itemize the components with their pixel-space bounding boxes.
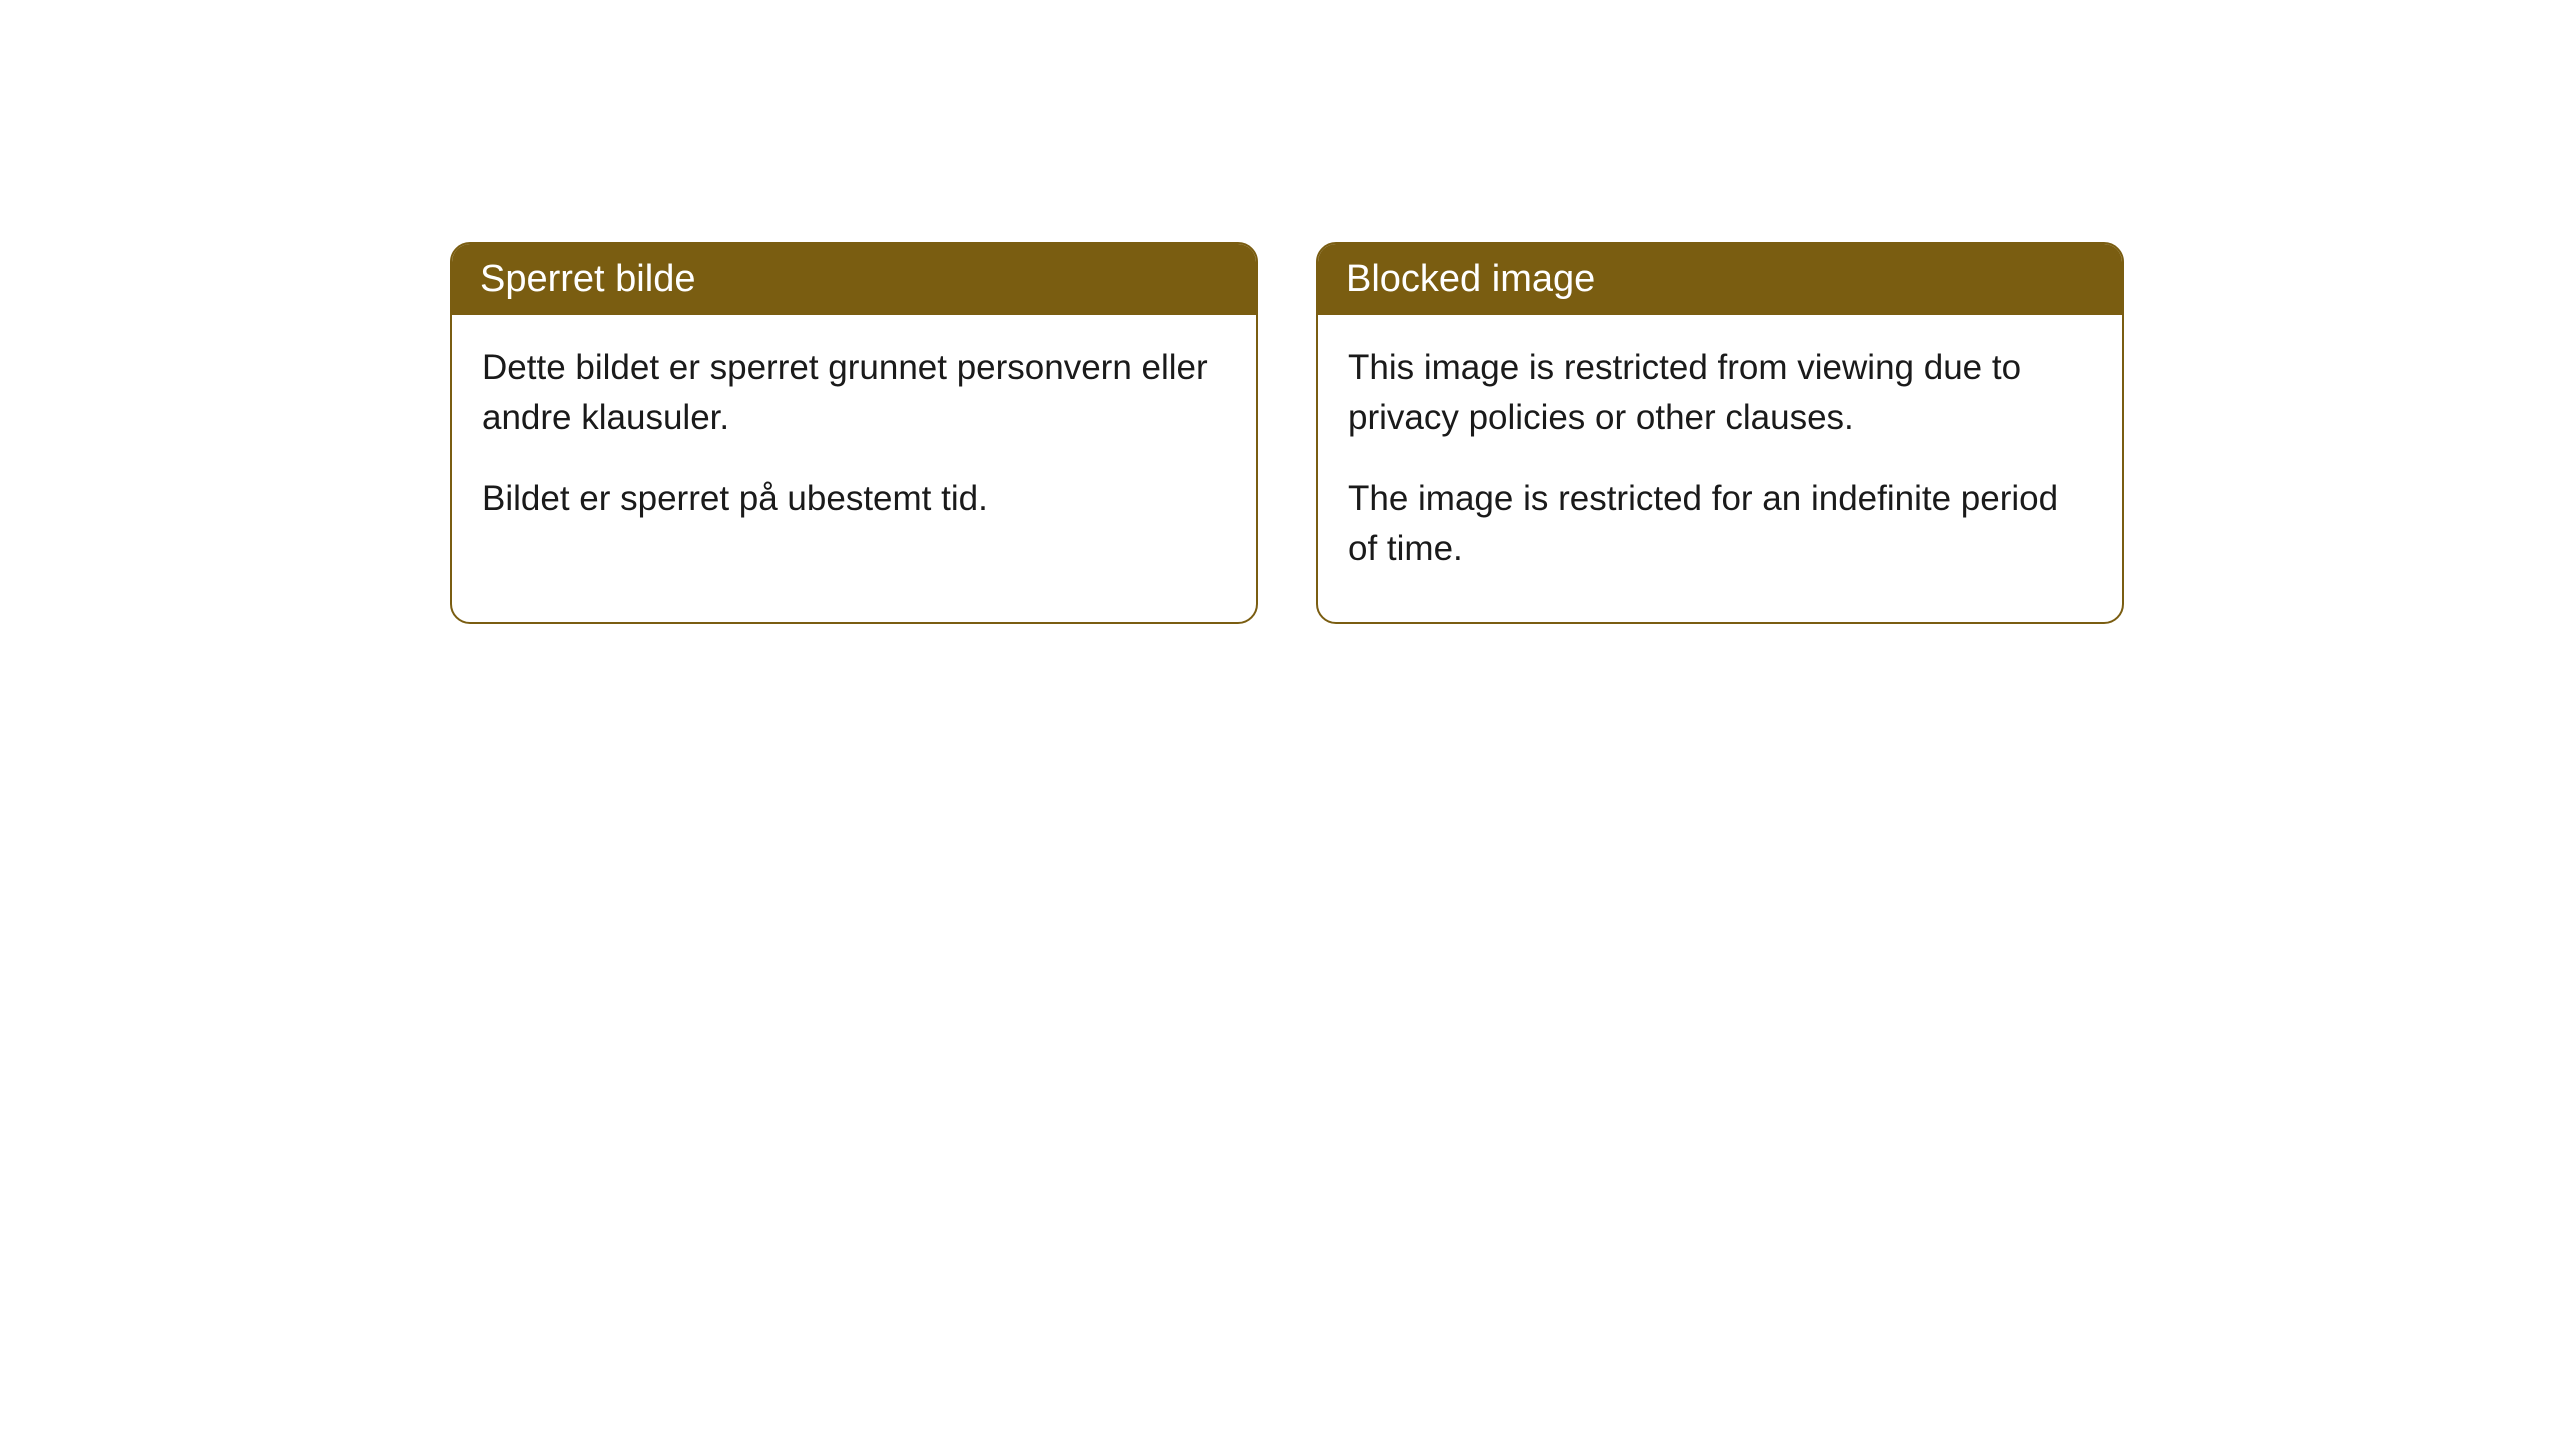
card-title: Blocked image: [1346, 258, 1595, 300]
card-paragraph-2: Bildet er sperret på ubestemt tid.: [482, 474, 1226, 524]
card-body-english: This image is restricted from viewing du…: [1318, 315, 2122, 622]
card-title: Sperret bilde: [480, 258, 695, 300]
card-body-norwegian: Dette bildet er sperret grunnet personve…: [452, 315, 1256, 572]
notice-cards-container: Sperret bilde Dette bildet er sperret gr…: [0, 0, 2560, 624]
card-paragraph-2: The image is restricted for an indefinit…: [1348, 474, 2092, 573]
card-header-norwegian: Sperret bilde: [452, 244, 1256, 315]
card-header-english: Blocked image: [1318, 244, 2122, 315]
blocked-image-card-english: Blocked image This image is restricted f…: [1316, 242, 2124, 624]
card-paragraph-1: Dette bildet er sperret grunnet personve…: [482, 343, 1226, 442]
card-paragraph-1: This image is restricted from viewing du…: [1348, 343, 2092, 442]
blocked-image-card-norwegian: Sperret bilde Dette bildet er sperret gr…: [450, 242, 1258, 624]
